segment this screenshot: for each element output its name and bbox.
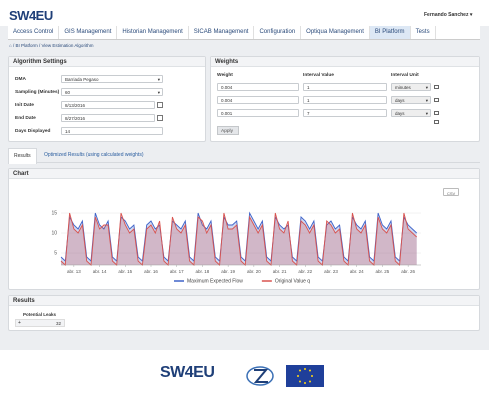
- result-row[interactable]: + 32: [15, 319, 65, 327]
- unit-select[interactable]: days ▾: [391, 109, 431, 117]
- user-name: Fernando Sanchez: [424, 12, 469, 18]
- x-tick-label: abr. 22: [298, 269, 312, 274]
- panel-title: Chart: [9, 169, 479, 179]
- unit: minutes: [395, 85, 411, 90]
- series-line: [60, 212, 418, 266]
- x-tick-label: abr. 23: [324, 269, 338, 274]
- x-tick-label: abr. 13: [67, 269, 81, 274]
- tab-bar: [8, 148, 480, 163]
- calendar-icon[interactable]: [157, 102, 163, 108]
- unit: days: [395, 111, 405, 116]
- interval-input[interactable]: 1: [303, 83, 387, 91]
- x-tick-label: abr. 17: [170, 269, 184, 274]
- header: [0, 0, 489, 26]
- field-label: Days Displayed: [15, 129, 51, 134]
- weight-input[interactable]: 0.004: [217, 96, 299, 104]
- legend-label: Original Value q: [275, 279, 310, 285]
- algorithm-settings-panel: Algorithm Settings DMA Barriada Pegaso ▾ …: [8, 56, 206, 142]
- x-tick-label: abr. 21: [273, 269, 287, 274]
- column-header: Interval Value: [303, 73, 334, 78]
- eu-flag: [286, 365, 324, 387]
- unit-select[interactable]: minutes ▾: [391, 83, 431, 91]
- crumb: View Estimation Algorithm: [41, 43, 94, 48]
- x-tick-label: abr. 18: [196, 269, 210, 274]
- remove-icon[interactable]: [434, 111, 439, 115]
- remove-icon[interactable]: [434, 85, 439, 89]
- column-header: Interval Unit: [391, 73, 419, 78]
- chart: 5 10 15 abr. 13 abr. 14 abr. 15 abr. 16 abr. 17…: [51, 211, 421, 285]
- field-label: DMA: [15, 77, 26, 82]
- interval-input[interactable]: 1: [303, 96, 387, 104]
- x-tick-label: abr. 15: [118, 269, 132, 274]
- cell: 32: [55, 321, 61, 326]
- panel-title: Weights: [211, 57, 479, 67]
- nav-bar: Access Control GIS Management Historian …: [8, 26, 480, 40]
- sampling-select[interactable]: 60 ▾: [61, 88, 163, 96]
- x-tick-label: abr. 19: [221, 269, 235, 274]
- x-tick-label: abr. 14: [93, 269, 107, 274]
- breadcrumb: ⌂ / BI Platform / View Estimation Algori…: [9, 43, 94, 48]
- nav-tab[interactable]: BI Platform: [369, 26, 411, 39]
- expand-icon[interactable]: +: [18, 320, 21, 326]
- partner-logos: [246, 365, 324, 387]
- weight-input[interactable]: 0.004: [217, 83, 299, 91]
- partner-logo: [246, 366, 274, 386]
- field-value: Barriada Pegaso: [65, 77, 99, 82]
- remove-icon[interactable]: [434, 98, 439, 102]
- nav-tab[interactable]: Tests: [411, 26, 436, 39]
- tab[interactable]: Results: [8, 148, 37, 164]
- y-tick-label: 5: [54, 251, 57, 257]
- field-value: 60: [65, 90, 71, 95]
- panel-title: Results: [9, 296, 479, 306]
- nav-tab[interactable]: Historian Management: [117, 26, 189, 39]
- panel-title: Algorithm Settings: [9, 57, 205, 67]
- chart-panel: Chart CSV 5 10 15 abr. 13 abr. 14 abr. 15 abr.…: [8, 168, 480, 290]
- csv-button[interactable]: CSV: [443, 188, 459, 196]
- unit-select[interactable]: days ▾: [391, 96, 431, 104]
- field-label: Sampling (Minutes): [15, 90, 60, 95]
- date-input[interactable]: 8/13/2016: [61, 101, 155, 109]
- apply-button[interactable]: Apply: [217, 126, 239, 135]
- nav-tab[interactable]: SICAB Management: [189, 26, 255, 39]
- legend-label: Maximum Expected Flow: [187, 279, 243, 285]
- x-tick-label: abr. 26: [401, 269, 415, 274]
- field-label: End Date: [15, 116, 36, 121]
- column-header: Potential Leaks: [23, 312, 57, 317]
- nav-tab[interactable]: Configuration: [254, 26, 302, 39]
- y-tick-label: 15: [51, 211, 57, 217]
- days-input[interactable]: 14: [61, 127, 163, 135]
- x-tick-label: abr. 24: [350, 269, 364, 274]
- unit: days: [395, 98, 405, 103]
- partner-logo: [253, 369, 269, 383]
- eu-stars: [297, 368, 313, 384]
- calendar-icon[interactable]: [157, 115, 163, 121]
- crumb[interactable]: BI Platform: [15, 43, 38, 48]
- x-tick-label: abr. 16: [144, 269, 158, 274]
- nav-tab[interactable]: Optiqua Management: [301, 26, 370, 39]
- user-menu[interactable]: Fernando Sanchez ▾: [424, 12, 473, 18]
- add-icon[interactable]: [434, 120, 439, 124]
- x-tick-label: abr. 20: [247, 269, 261, 274]
- date-input[interactable]: 8/27/2016: [61, 114, 155, 122]
- results-panel: Results Potential Leaks + 32: [8, 295, 480, 331]
- y-tick-label: 10: [51, 231, 57, 237]
- footer-logo: SW4EU: [160, 364, 215, 381]
- field-label: Init Date: [15, 103, 34, 108]
- nav-tab[interactable]: Access Control: [8, 26, 60, 39]
- logo[interactable]: SW4EU: [9, 8, 53, 23]
- weight-input[interactable]: 0.001: [217, 109, 299, 117]
- weights-panel: Weights Weight Interval Value Interval U…: [210, 56, 480, 142]
- x-tick-label: abr. 25: [376, 269, 390, 274]
- interval-input[interactable]: 7: [303, 109, 387, 117]
- dma-select[interactable]: Barriada Pegaso ▾: [61, 75, 163, 83]
- nav-tab[interactable]: GIS Management: [59, 26, 118, 39]
- column-header: Weight: [217, 73, 233, 78]
- tab[interactable]: Optimized Results (using calculated weig…: [44, 152, 144, 158]
